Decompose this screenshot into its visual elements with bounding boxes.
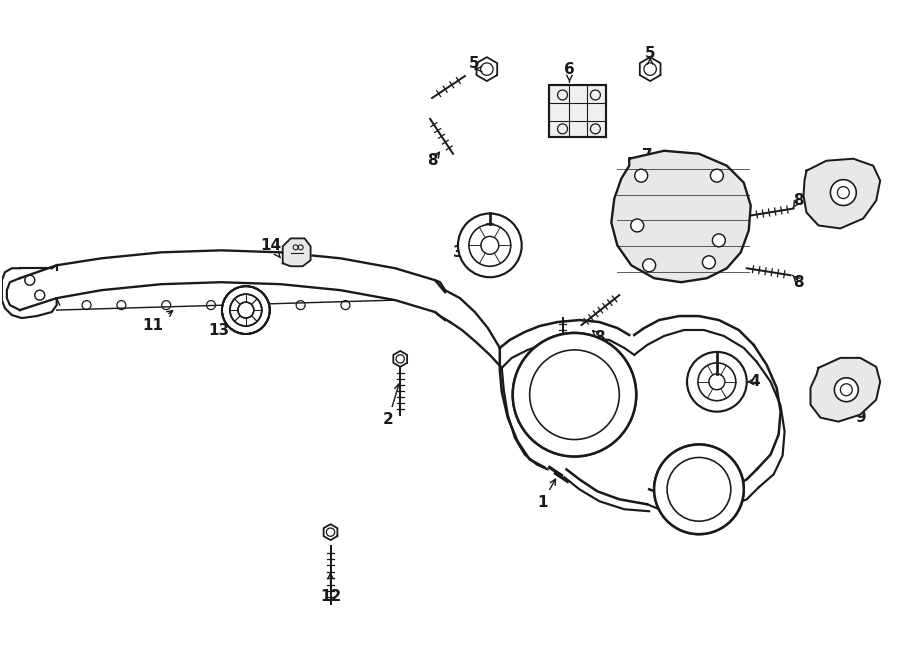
Text: 11: 11 — [143, 311, 173, 332]
Circle shape — [687, 352, 747, 412]
Text: 3: 3 — [453, 245, 464, 260]
FancyBboxPatch shape — [549, 85, 607, 137]
Text: 5: 5 — [644, 46, 655, 61]
Circle shape — [631, 219, 644, 232]
Text: 2: 2 — [382, 384, 400, 427]
Circle shape — [702, 256, 716, 269]
Text: 7: 7 — [642, 148, 657, 167]
Polygon shape — [811, 358, 880, 422]
Circle shape — [654, 444, 743, 534]
Circle shape — [831, 180, 856, 206]
Text: 5: 5 — [469, 56, 479, 71]
Text: 4: 4 — [750, 374, 760, 389]
Text: 8: 8 — [793, 193, 804, 208]
Circle shape — [458, 214, 522, 277]
Circle shape — [634, 169, 648, 182]
Text: 8: 8 — [793, 275, 804, 290]
Text: 14: 14 — [260, 238, 282, 258]
Circle shape — [710, 169, 724, 182]
Polygon shape — [611, 151, 751, 282]
Circle shape — [513, 333, 636, 457]
Circle shape — [513, 333, 636, 457]
Text: 9: 9 — [851, 408, 866, 425]
Circle shape — [654, 444, 743, 534]
Text: 12: 12 — [320, 573, 341, 604]
Circle shape — [713, 234, 725, 247]
Text: 8: 8 — [594, 330, 605, 346]
Circle shape — [222, 286, 270, 334]
Text: 8: 8 — [427, 153, 437, 168]
Text: 1: 1 — [537, 479, 555, 510]
Text: 10: 10 — [832, 161, 854, 176]
Circle shape — [643, 259, 655, 272]
Polygon shape — [804, 159, 880, 229]
Text: 8: 8 — [543, 354, 553, 369]
Text: 6: 6 — [564, 61, 575, 82]
Text: 13: 13 — [209, 319, 232, 338]
Circle shape — [834, 378, 859, 402]
Polygon shape — [283, 239, 310, 266]
